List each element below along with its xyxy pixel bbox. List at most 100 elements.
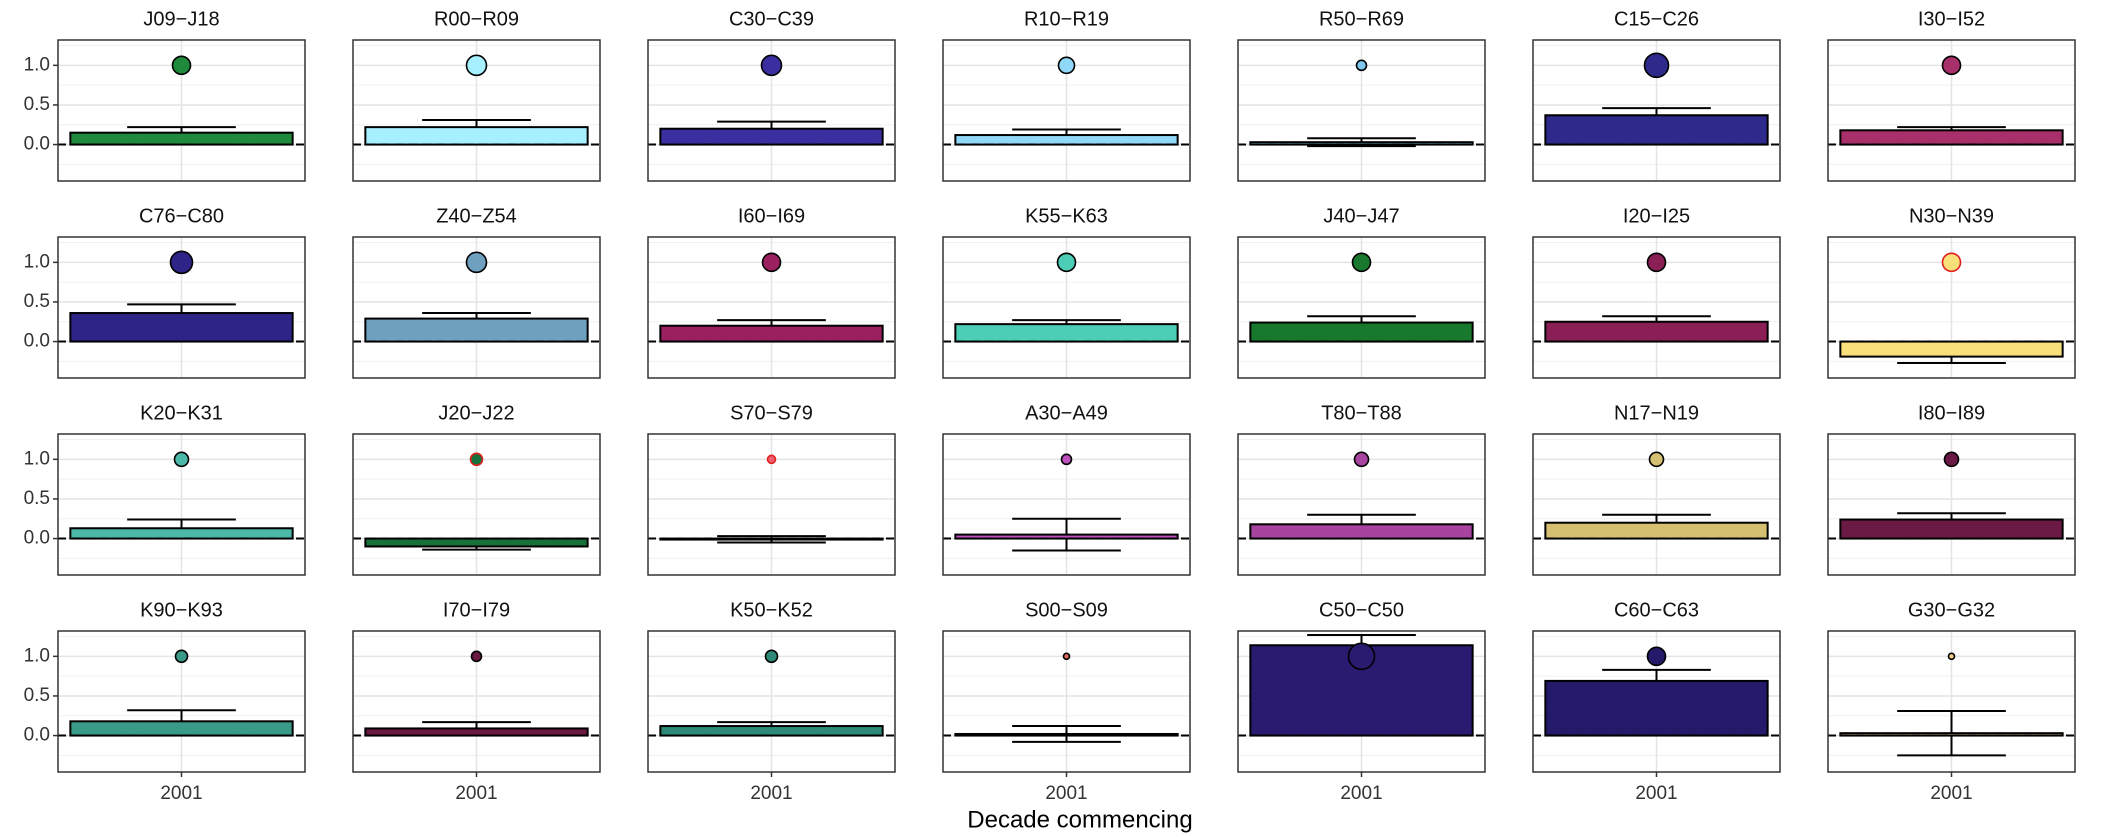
y-tick-label: 0.0: [24, 331, 50, 352]
bar: [659, 537, 884, 541]
panel-border: [1237, 236, 1486, 379]
panel-border: [352, 39, 601, 182]
facet-title: K20−K31: [140, 402, 223, 424]
point: [1947, 652, 1956, 661]
facet-title: C60−C63: [1614, 599, 1699, 621]
bar: [954, 732, 1179, 737]
point: [174, 649, 189, 664]
point: [1057, 56, 1076, 75]
bar: [364, 537, 589, 548]
panel-border: [1237, 39, 1486, 182]
panel-border: [57, 236, 306, 379]
x-axis-label: Decade commencing: [967, 806, 1192, 833]
facet-title: I30−I52: [1918, 8, 1985, 30]
bar: [954, 134, 1179, 146]
bar: [69, 720, 294, 737]
facet-title: C30−C39: [729, 8, 814, 30]
bar: [1839, 129, 2064, 146]
y-tick-label: 0.5: [24, 94, 50, 115]
point: [1351, 252, 1372, 273]
y-tick-label: 1.0: [24, 54, 50, 75]
bar: [364, 727, 589, 737]
facet-title: I20−I25: [1623, 205, 1690, 227]
point: [465, 251, 488, 274]
y-tick-label: 1.0: [24, 645, 50, 666]
facet-title: K55−K63: [1025, 205, 1108, 227]
facet-title: S00−S09: [1025, 599, 1108, 621]
y-tick-label: 0.0: [24, 134, 50, 155]
facet-title: K90−K93: [140, 599, 223, 621]
bar: [1249, 321, 1474, 343]
point: [171, 55, 192, 76]
facet-title: I70−I79: [443, 599, 510, 621]
panel-border: [942, 39, 1191, 182]
facet-title: R50−R69: [1319, 8, 1404, 30]
panel-border: [1532, 39, 1781, 182]
point: [1646, 252, 1667, 273]
x-tick-label: 2001: [1045, 783, 1087, 804]
point: [760, 54, 783, 77]
facet-title: R00−R09: [434, 8, 519, 30]
y-tick-label: 0.5: [24, 685, 50, 706]
facet-title: N17−N19: [1614, 402, 1699, 424]
point: [470, 650, 483, 663]
facet-title: J09−J18: [143, 8, 219, 30]
panel-border: [1827, 433, 2076, 576]
panel-border: [57, 433, 306, 576]
point: [469, 452, 484, 467]
x-tick-label: 2001: [160, 783, 202, 804]
y-tick-label: 0.0: [24, 528, 50, 549]
x-tick-label: 2001: [1340, 783, 1382, 804]
facet-title: C50−C50: [1319, 599, 1404, 621]
x-tick-label: 2001: [455, 783, 497, 804]
bar: [1544, 114, 1769, 146]
x-tick-label: 2001: [1930, 783, 1972, 804]
y-tick-label: 1.0: [24, 251, 50, 272]
panel-border: [647, 236, 896, 379]
facet-title: Z40−Z54: [436, 205, 517, 227]
bar: [69, 527, 294, 540]
point: [1355, 59, 1368, 72]
point: [1347, 642, 1376, 671]
bar: [1249, 141, 1474, 146]
panel-border: [1532, 236, 1781, 379]
panel-border: [352, 433, 601, 576]
panel-border: [352, 236, 601, 379]
point: [173, 451, 190, 468]
panel-border: [647, 39, 896, 182]
bar: [954, 533, 1179, 540]
bar: [1839, 340, 2064, 358]
x-tick-label: 2001: [750, 783, 792, 804]
facet-title: J20−J22: [438, 402, 514, 424]
facet-title: I80−I89: [1918, 402, 1985, 424]
bar: [364, 126, 589, 146]
facet-title: G30−G32: [1908, 599, 1995, 621]
point: [1646, 646, 1667, 667]
facet-title: T80−T88: [1321, 402, 1402, 424]
panel-border: [647, 433, 896, 576]
point: [1062, 652, 1071, 661]
panel-border: [1827, 39, 2076, 182]
panel-border: [942, 236, 1191, 379]
point: [1056, 252, 1077, 273]
bar: [1544, 521, 1769, 540]
bar: [1544, 679, 1769, 737]
facet-title: J40−J47: [1323, 205, 1399, 227]
point: [169, 250, 194, 275]
bar: [1249, 523, 1474, 540]
point: [1941, 55, 1962, 76]
point: [1643, 52, 1670, 79]
point: [764, 649, 779, 664]
facet-title: K50−K52: [730, 599, 813, 621]
facet-title: I60−I69: [738, 205, 805, 227]
bar: [1839, 518, 2064, 540]
facet-title: S70−S79: [730, 402, 813, 424]
bar: [69, 131, 294, 146]
panel-border: [57, 39, 306, 182]
bar: [1839, 732, 2064, 737]
panel-border: [1827, 236, 2076, 379]
x-tick-label: 2001: [1635, 783, 1677, 804]
point: [465, 54, 488, 77]
bar: [364, 317, 589, 343]
